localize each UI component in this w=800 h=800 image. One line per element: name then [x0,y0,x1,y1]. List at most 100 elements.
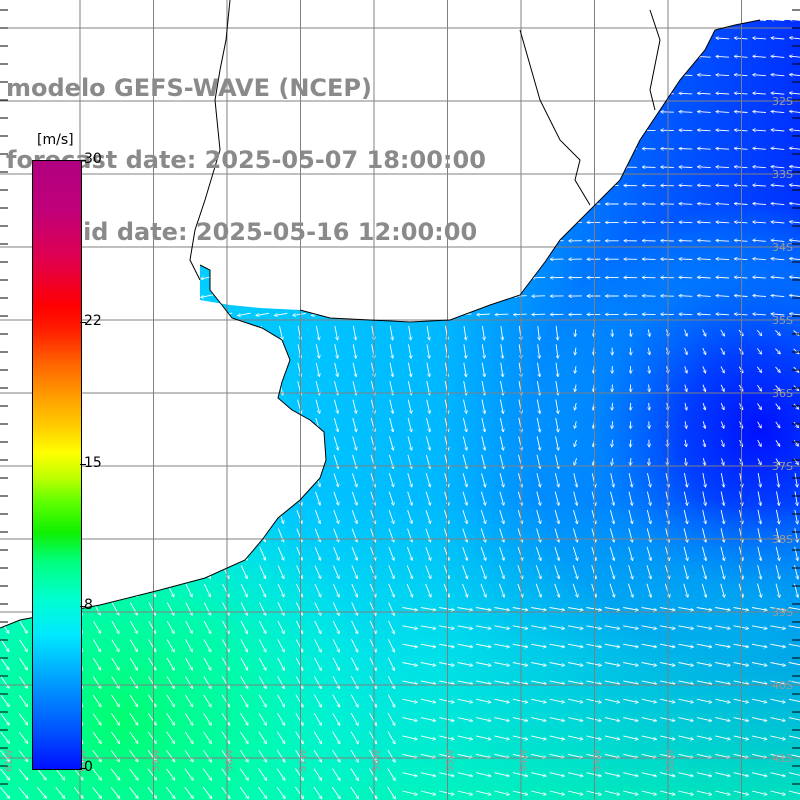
wind-arrow [332,675,340,688]
wind-arrow [111,620,119,633]
wind-arrow [609,528,614,542]
wind-arrow [499,473,504,487]
wind-arrow [333,510,339,523]
wind-arrow [221,657,229,670]
wind-arrow [788,643,800,648]
wind-arrow [641,625,657,629]
wind-arrow [203,676,211,688]
wind-arrow [610,491,614,506]
wind-arrow [715,625,730,629]
wind-arrow [775,583,780,598]
wind-arrow [92,676,101,689]
wind-arrow [240,676,248,688]
wind-arrow [567,607,583,611]
wind-arrow [790,203,800,204]
wind-arrow [696,625,712,629]
wind-arrow [351,583,358,597]
wind-arrow [388,620,395,634]
wind-arrow [439,607,454,611]
wind-arrow [443,546,449,560]
wind-arrow [771,56,785,57]
wind-arrow [517,583,523,597]
latitude-label: 41S [772,752,793,765]
wind-arrow [647,473,651,487]
wind-arrow [702,366,706,372]
wind-arrow [753,56,766,57]
wind-arrow [775,385,780,390]
wind-arrow [351,639,358,652]
wind-arrow [480,565,486,578]
wind-arrow [683,473,687,487]
wind-arrow [425,436,430,450]
wind-arrow [314,639,321,651]
wind-arrow [531,625,546,629]
wind-arrow [388,565,394,579]
wind-arrow [148,639,156,652]
wind-arrow [776,473,779,487]
wind-arrow [407,491,412,505]
wind-arrow [757,583,762,598]
wind-arrow [701,546,706,561]
wind-arrow [771,314,785,315]
longitude-label: 57W [298,749,309,772]
wind-arrow [407,528,413,542]
wind-arrow [679,93,693,94]
wind-arrow [0,694,9,706]
wind-arrow [722,458,724,465]
wind-arrow [166,602,174,615]
wind-arrow [221,694,229,707]
wind-arrow [512,643,528,647]
wind-arrow [295,620,302,634]
wind-arrow [457,625,473,629]
wind-arrow [537,362,540,377]
wind-arrow [720,366,724,373]
wind-arrow [443,509,448,523]
wind-arrow [350,675,358,688]
wind-arrow [698,314,711,315]
wind-arrow [696,680,712,684]
wind-arrow [770,680,786,684]
wind-arrow [555,344,558,358]
wind-arrow [535,565,541,578]
wind-arrow [753,277,766,278]
wind-arrow [679,204,693,205]
wind-arrow [698,277,711,278]
wind-arrow [555,362,558,377]
wind-arrow [517,509,522,523]
wind-arrow [369,657,376,671]
wind-arrow [554,546,559,560]
wind-arrow [92,657,100,670]
wind-arrow [591,528,596,542]
wind-arrow [462,583,468,597]
wind-arrow [679,149,693,150]
wind-arrow [702,347,706,354]
wind-arrow [240,620,247,633]
wind-arrow [203,602,210,615]
wind-arrow [443,528,449,542]
wind-arrow [659,607,675,611]
wind-arrow [685,421,686,428]
wind-arrow [222,602,229,615]
colorbar [32,160,82,770]
wind-arrow [627,583,632,597]
wind-arrow [369,565,375,579]
wind-arrow [387,694,395,707]
wind-arrow [591,546,596,560]
wind-arrow [775,440,780,446]
wind-arrow [480,509,485,523]
wind-arrow [757,403,762,409]
wind-arrow [771,167,785,168]
wind-arrow [19,676,27,689]
wind-arrow [259,583,266,597]
wind-arrow [586,607,601,611]
wind-arrow [702,473,706,487]
wind-arrow [698,222,711,223]
wind-arrow [678,662,693,666]
wind-arrow [720,546,724,561]
wind-arrow [387,657,394,671]
wind-arrow [370,528,376,542]
wind-arrow [457,698,473,702]
wind-arrow [351,528,357,542]
wind-arrow [555,436,559,450]
wind-arrow [549,662,565,666]
